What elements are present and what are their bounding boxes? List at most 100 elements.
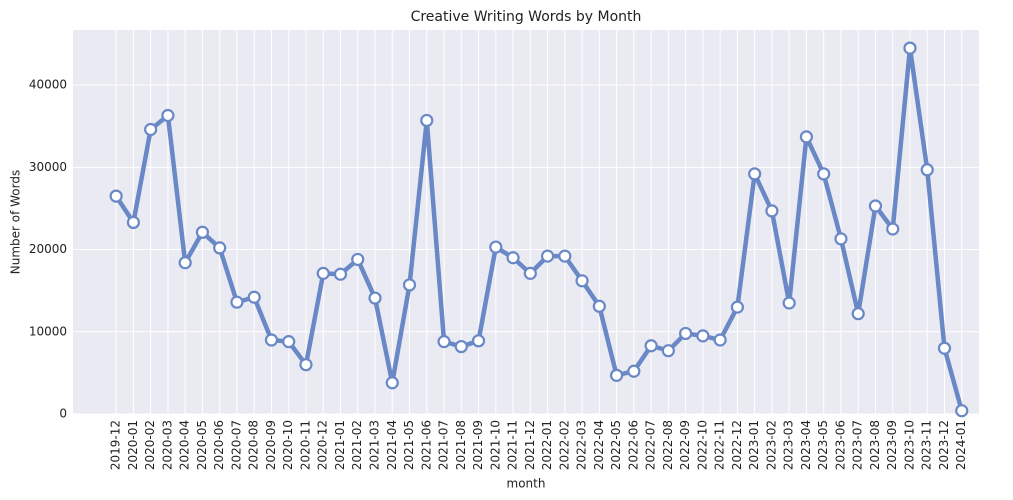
- marker: [903, 41, 917, 55]
- marker: [817, 167, 831, 181]
- x-tick-label: 2022-04: [592, 420, 606, 470]
- marker: [109, 189, 123, 203]
- x-tick-label: 2021-03: [368, 420, 382, 470]
- plot-area: [73, 30, 979, 414]
- x-tick-label: 2023-07: [851, 420, 865, 470]
- marker: [385, 376, 399, 390]
- x-tick-label: 2023-04: [799, 420, 813, 470]
- marker: [333, 267, 348, 281]
- marker: [351, 252, 365, 267]
- x-tick-label: 2022-09: [678, 420, 692, 470]
- marker: [696, 329, 710, 343]
- marker: [851, 307, 865, 321]
- x-tick-label: 2020-06: [212, 420, 226, 470]
- marker: [402, 278, 417, 292]
- x-tick-label: 2022-08: [661, 420, 675, 470]
- x-tick-label: 2021-02: [350, 420, 364, 470]
- marker: [540, 249, 555, 263]
- marker: [713, 333, 727, 347]
- x-tick-label: 2020-09: [264, 420, 278, 470]
- marker: [144, 122, 158, 137]
- x-tick-label: 2021-01: [333, 420, 347, 470]
- marker: [420, 113, 434, 128]
- x-axis-label: month: [507, 477, 546, 491]
- x-tick-label: 2022-07: [644, 420, 658, 470]
- x-tick-label: 2021-08: [454, 420, 468, 470]
- x-tick-label: 2021-05: [402, 420, 416, 470]
- marker: [679, 326, 693, 341]
- x-tick-label: 2023-11: [920, 420, 934, 470]
- x-tick-label: 2021-09: [471, 420, 485, 470]
- x-tick-label: 2022-10: [695, 420, 709, 470]
- x-tick-label: 2021-04: [385, 420, 399, 470]
- marker: [558, 249, 572, 263]
- x-tick-label: 2021-10: [488, 420, 502, 470]
- marker: [471, 334, 486, 348]
- x-tick-label: 2020-07: [229, 420, 243, 470]
- x-tick-label: 2020-01: [126, 420, 140, 470]
- marker: [213, 241, 227, 255]
- x-tick-label: 2020-02: [143, 420, 157, 470]
- marker: [627, 364, 641, 378]
- x-tick-label: 2021-12: [523, 420, 537, 470]
- marker: [506, 251, 520, 265]
- marker: [834, 232, 848, 246]
- y-tick-label: 40000: [29, 78, 67, 92]
- marker: [316, 266, 330, 280]
- x-tick-label: 2020-12: [316, 420, 330, 470]
- marker: [661, 344, 675, 358]
- marker: [282, 335, 296, 349]
- marker: [782, 296, 796, 310]
- x-tick-label: 2022-12: [730, 420, 744, 470]
- marker: [437, 335, 451, 349]
- marker: [644, 339, 658, 353]
- x-tick-label: 2022-05: [609, 420, 623, 470]
- x-tick-label: 2022-03: [575, 420, 589, 470]
- x-tick-label: 2020-10: [281, 420, 295, 470]
- x-tick-label: 2022-11: [713, 420, 727, 470]
- x-tick-label: 2023-02: [764, 420, 778, 470]
- marker: [195, 225, 210, 239]
- x-tick-label: 2020-03: [160, 420, 174, 470]
- marker: [264, 333, 279, 347]
- marker: [368, 291, 382, 305]
- marker: [230, 295, 244, 309]
- x-tick-label: 2023-06: [833, 420, 847, 470]
- x-tick-label: 2020-04: [178, 420, 192, 470]
- y-tick-label: 30000: [29, 160, 67, 174]
- line: [114, 45, 964, 412]
- x-tick-label: 2024-01: [954, 420, 968, 470]
- x-tick-label: 2023-08: [868, 420, 882, 470]
- marker: [955, 404, 969, 418]
- x-tick-label: 2020-05: [195, 420, 209, 470]
- x-tick-label: 2023-10: [902, 420, 916, 470]
- x-tick-label: 2020-08: [247, 420, 261, 470]
- x-tick-label: 2020-11: [298, 420, 312, 470]
- y-axis-label: Number of Words: [9, 170, 23, 275]
- marker: [765, 204, 779, 218]
- marker: [178, 256, 192, 270]
- marker: [799, 130, 814, 144]
- x-tick-label: 2023-12: [937, 420, 951, 470]
- x-tick-label: 2021-11: [506, 420, 520, 470]
- marker: [247, 290, 261, 304]
- x-tick-label: 2021-07: [437, 420, 451, 470]
- marker: [575, 274, 589, 288]
- y-tick-label: 20000: [29, 242, 67, 256]
- marker: [126, 215, 140, 230]
- marker: [592, 299, 606, 313]
- marker: [748, 167, 762, 181]
- x-tick-label: 2022-06: [626, 420, 640, 470]
- x-tick-label: 2022-01: [540, 420, 554, 470]
- marker: [523, 266, 537, 280]
- marker: [489, 240, 503, 254]
- x-tick-label: 2023-03: [782, 420, 796, 470]
- x-tick-label: 2023-05: [816, 420, 830, 470]
- y-tick-label: 10000: [29, 324, 67, 338]
- marker: [937, 341, 952, 355]
- x-tick-label: 2019-12: [109, 420, 123, 470]
- marker: [454, 339, 468, 354]
- marker: [161, 108, 175, 123]
- y-tick-label: 0: [59, 407, 67, 421]
